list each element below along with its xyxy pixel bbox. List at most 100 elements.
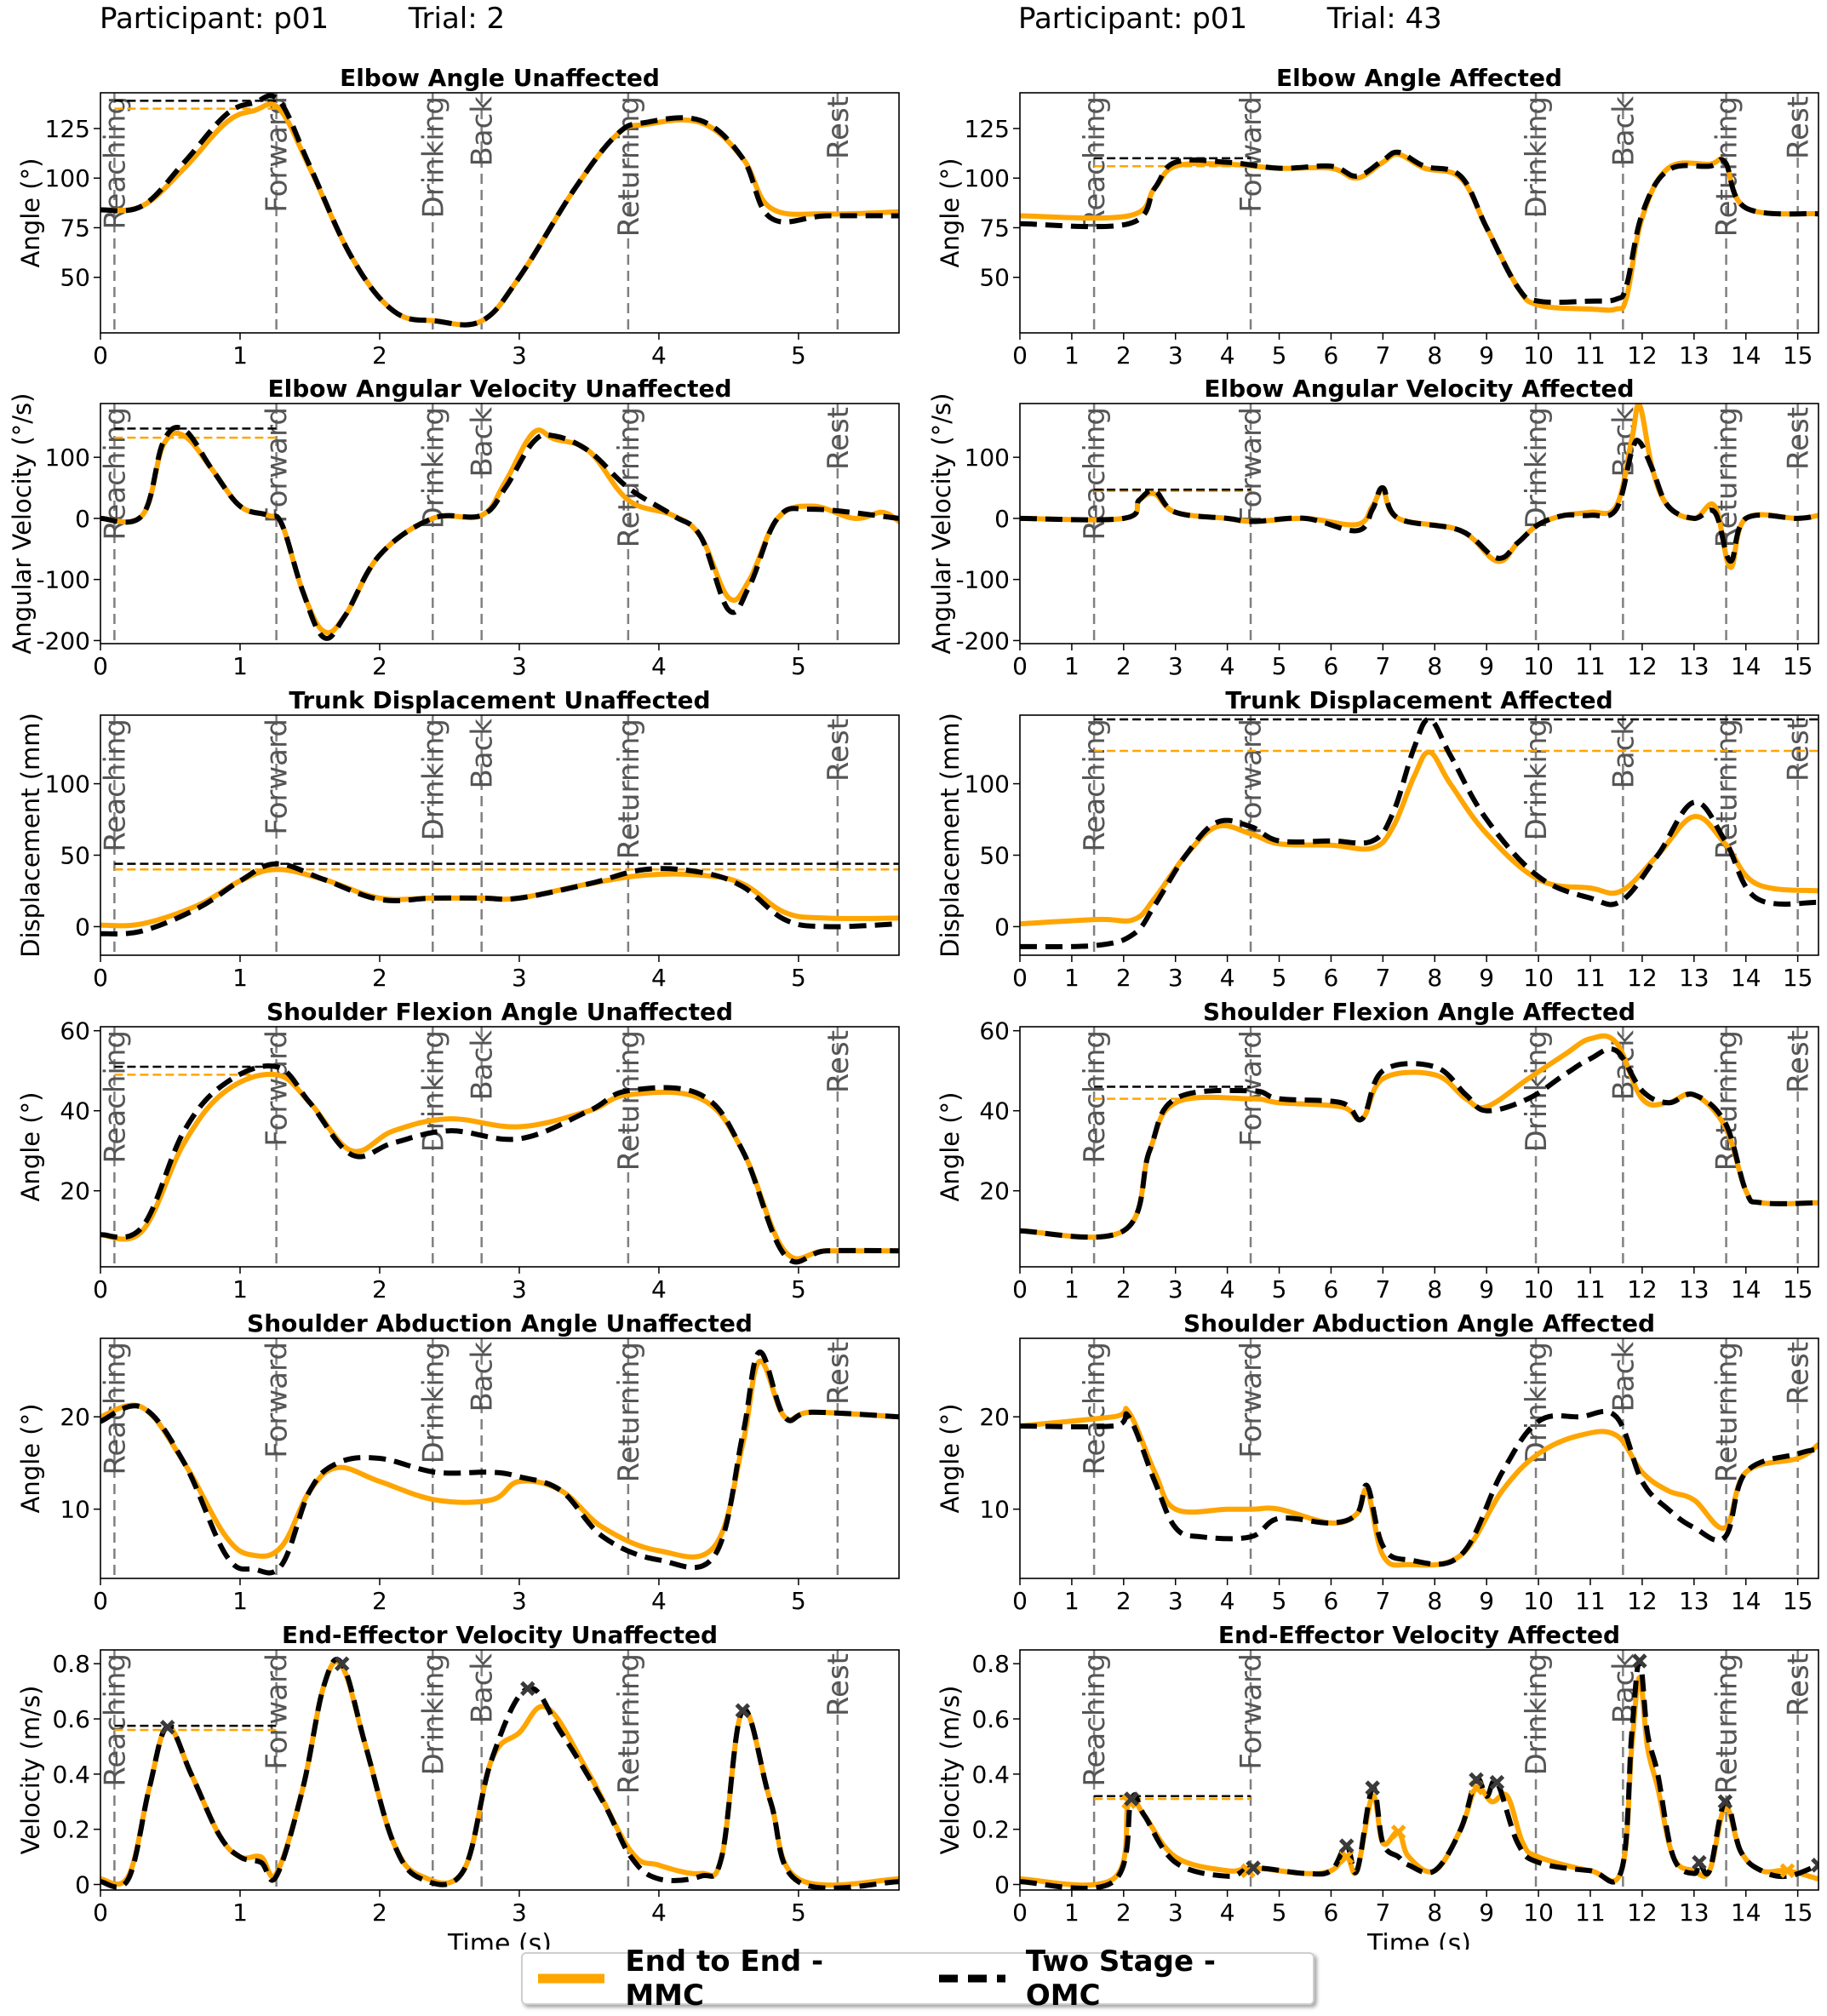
x-tick-label: 3 [1168, 652, 1183, 680]
chart-title: Shoulder Abduction Angle Unaffected [247, 1309, 753, 1337]
x-tick-label: 5 [1272, 341, 1287, 369]
x-tick-label: 15 [1783, 652, 1813, 680]
plot-frame [100, 403, 900, 644]
x-tick-label: 3 [512, 652, 527, 680]
y-tick-label: 0.2 [971, 1816, 1010, 1844]
event-label: Reaching [1078, 1342, 1112, 1475]
event-label: Rest [1782, 1030, 1816, 1093]
y-tick-label: 40 [60, 1097, 90, 1125]
series-line-omc [100, 425, 899, 641]
peak-marker-omc-stroke [159, 1719, 175, 1735]
x-tick-label: 4 [651, 652, 667, 680]
x-tick-label: 10 [1523, 341, 1554, 369]
x-tick-label: 15 [1783, 1899, 1813, 1927]
x-tick-label: 14 [1731, 964, 1761, 992]
event-label: Reaching [98, 1653, 132, 1787]
x-tick-label: 3 [512, 1899, 527, 1927]
participant-label-left: Participant: p01 [100, 2, 329, 36]
x-tick-label: 1 [232, 1275, 248, 1303]
series-line-omc [1020, 438, 1818, 564]
x-tick-label: 4 [1220, 341, 1235, 369]
y-axis-label: Angle (°) [16, 1092, 45, 1202]
x-tick-label: 10 [1523, 1275, 1554, 1303]
chart-panel-r3: Shoulder Flexion Angle Affected Angle (°)… [936, 998, 1819, 1303]
peak-marker-omc [1124, 1791, 1139, 1807]
event-label: Returning [1710, 719, 1744, 859]
x-tick-label: 3 [512, 341, 527, 369]
event-label: Returning [612, 1030, 646, 1171]
event-label: Returning [612, 96, 646, 237]
header-left: Participant: p01 Trial: 2 [100, 2, 505, 36]
event-label: Forward [261, 1342, 295, 1458]
x-tick-label: 5 [791, 341, 806, 369]
y-tick-label: 0 [994, 505, 1010, 533]
event-label: Drinking [1520, 407, 1554, 529]
x-tick-label: 0 [93, 1899, 108, 1927]
y-axis-label: Angle (°) [936, 1092, 965, 1202]
plot-frame [1019, 92, 1819, 334]
x-tick-label: 5 [791, 1899, 806, 1927]
x-tick-label: 2 [1116, 1899, 1131, 1927]
x-tick-label: 10 [1523, 1587, 1554, 1615]
x-tick-label: 3 [512, 964, 527, 992]
x-tick-label: 15 [1783, 1275, 1813, 1303]
x-tick-label: 1 [1064, 1275, 1080, 1303]
series-line-omc [100, 93, 899, 328]
x-tick-label: 1 [232, 964, 248, 992]
x-tick-label: 3 [512, 1587, 527, 1615]
peak-marker-omc [1489, 1774, 1505, 1790]
x-tick-label: 14 [1731, 1899, 1761, 1927]
y-axis-label: Displacement (mm) [936, 713, 965, 958]
event-label: Rest [1782, 96, 1816, 159]
x-tick-label: 11 [1575, 1587, 1606, 1615]
y-tick-label: 100 [965, 770, 1010, 799]
event-label: Reaching [98, 719, 132, 852]
x-tick-label: 2 [1116, 652, 1131, 680]
chart-title: Elbow Angle Unaffected [340, 64, 660, 92]
y-tick-label: 75 [60, 214, 90, 242]
event-label: Back [1606, 1342, 1641, 1412]
participant-label-right: Participant: p01 [1018, 2, 1248, 36]
x-tick-label: 1 [232, 341, 248, 369]
x-tick-label: 5 [1272, 1899, 1287, 1927]
event-label: Forward [1234, 1342, 1269, 1458]
plot-frame [1019, 1649, 1819, 1891]
event-label: Rest [1782, 1653, 1816, 1716]
peak-marker-mmc-stroke [1390, 1824, 1406, 1840]
x-tick-label: 2 [1116, 341, 1131, 369]
y-tick-label: -200 [955, 627, 1010, 655]
y-tick-label: 20 [979, 1403, 1010, 1431]
chart-title: Trunk Displacement Affected [1225, 686, 1612, 714]
x-tick-label: 2 [372, 341, 387, 369]
y-tick-label: 100 [965, 164, 1010, 192]
x-tick-label: 7 [1375, 1587, 1390, 1615]
x-tick-label: 4 [651, 341, 667, 369]
chart-panel-r4: Shoulder Abduction Angle Affected Angle (… [936, 1309, 1819, 1615]
x-tick-label: 2 [372, 1275, 387, 1303]
plot-frame [100, 92, 900, 334]
plot-frame [1019, 1026, 1819, 1268]
event-label: Back [466, 1342, 500, 1412]
series-line-omc [1020, 1046, 1818, 1240]
peak-marker-omc-stroke [1246, 1860, 1261, 1876]
y-tick-label: 0 [994, 913, 1010, 941]
x-tick-label: 0 [93, 1587, 108, 1615]
peak-marker-omc-stroke [735, 1703, 751, 1719]
x-tick-label: 3 [1168, 964, 1183, 992]
plot-frame [100, 714, 900, 956]
event-label: Rest [822, 1653, 856, 1716]
peak-marker-mmc-stroke [1779, 1863, 1796, 1879]
y-axis-label: Angular Velocity (°/s) [927, 393, 956, 655]
legend-label-omc: Two Stage - OMC [1025, 1944, 1216, 2013]
event-label: Reaching [1078, 1030, 1112, 1164]
event-label: Forward [261, 719, 295, 835]
x-tick-label: 3 [1168, 1275, 1183, 1303]
x-tick-label: 4 [651, 964, 667, 992]
event-label: Reaching [98, 1030, 132, 1164]
x-tick-label: 4 [651, 1899, 667, 1927]
x-tick-label: 2 [1116, 964, 1131, 992]
x-tick-label: 7 [1375, 964, 1390, 992]
x-tick-label: 13 [1679, 652, 1710, 680]
